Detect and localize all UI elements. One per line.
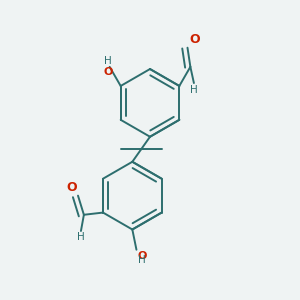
Text: H: H [77,232,85,242]
Text: O: O [138,250,147,261]
Text: H: H [138,255,146,265]
Text: O: O [103,68,113,77]
Text: O: O [189,33,200,46]
Text: O: O [66,181,76,194]
Text: H: H [104,56,112,66]
Text: H: H [190,85,198,94]
